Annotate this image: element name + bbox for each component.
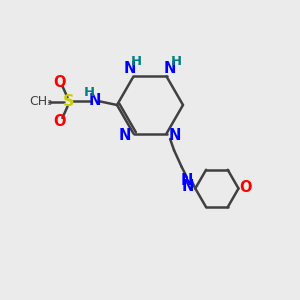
Text: N: N xyxy=(119,128,131,142)
Text: CH₃: CH₃ xyxy=(29,95,52,109)
Text: H: H xyxy=(83,86,95,100)
Text: N: N xyxy=(88,93,101,108)
Text: O: O xyxy=(54,75,66,90)
Text: N: N xyxy=(164,61,176,76)
Text: O: O xyxy=(54,114,66,129)
Text: H: H xyxy=(131,55,142,68)
Text: O: O xyxy=(240,180,252,195)
Text: H: H xyxy=(171,55,182,68)
Text: N: N xyxy=(169,128,181,142)
Text: N: N xyxy=(182,179,194,194)
Text: N: N xyxy=(124,61,136,76)
Text: S: S xyxy=(63,94,75,110)
Text: N: N xyxy=(181,173,193,188)
